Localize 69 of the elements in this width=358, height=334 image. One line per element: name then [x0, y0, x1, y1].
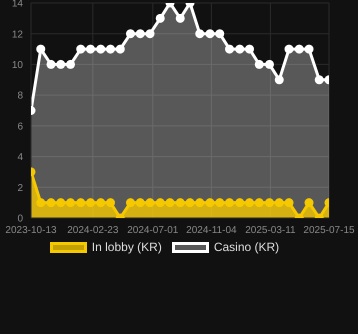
point — [274, 198, 284, 208]
point — [195, 29, 204, 38]
point — [245, 198, 254, 208]
point — [284, 44, 294, 54]
point — [156, 14, 165, 23]
point — [205, 29, 214, 38]
point — [225, 44, 234, 54]
point — [235, 198, 244, 208]
point — [36, 44, 46, 54]
point — [185, 198, 194, 208]
point — [254, 198, 264, 208]
y-tick-label: 6 — [17, 121, 24, 132]
point — [126, 29, 135, 38]
point — [66, 198, 76, 208]
point — [86, 44, 96, 54]
point — [36, 198, 46, 208]
point — [284, 198, 294, 208]
point — [126, 198, 135, 208]
point — [304, 198, 314, 208]
point — [156, 198, 165, 208]
point — [245, 44, 254, 54]
point — [264, 60, 274, 69]
point — [56, 198, 66, 208]
y-tick-label: 12 — [12, 29, 24, 40]
x-tick-label: 2025-07-15 — [303, 225, 356, 236]
point — [274, 75, 284, 84]
x-tick-label: 2024-11-04 — [186, 225, 238, 236]
point — [264, 198, 274, 208]
y-tick-label: 0 — [17, 214, 24, 225]
point — [136, 29, 145, 38]
point — [86, 198, 96, 208]
point — [46, 198, 56, 208]
point — [215, 29, 224, 38]
point — [176, 14, 185, 23]
point — [56, 60, 66, 69]
legend-label: Casino (KR) — [214, 240, 280, 254]
point — [314, 75, 324, 84]
point — [96, 44, 106, 54]
x-tick-label: 2024-07-01 — [127, 225, 179, 236]
point — [66, 60, 76, 69]
x-tick-label: 2024-02-23 — [67, 225, 119, 236]
y-tick-label: 4 — [17, 152, 24, 164]
legend-label: In lobby (KR) — [92, 240, 162, 254]
point — [76, 198, 86, 208]
point — [116, 44, 125, 54]
point — [76, 44, 86, 54]
point — [146, 29, 155, 38]
y-tick-label: 14 — [12, 0, 24, 10]
point — [146, 198, 155, 208]
y-tick-label: 8 — [17, 90, 24, 102]
x-tick-label: 2025-03-11 — [245, 225, 296, 236]
point — [195, 198, 204, 208]
point — [254, 60, 264, 69]
point — [46, 60, 56, 69]
point — [294, 44, 304, 54]
y-tick-label: 2 — [17, 182, 24, 194]
point — [304, 44, 314, 54]
point — [225, 198, 234, 208]
y-tick-label: 10 — [12, 60, 24, 71]
point — [176, 198, 185, 208]
point — [106, 44, 115, 54]
point — [205, 198, 214, 208]
point — [215, 198, 224, 208]
point — [96, 198, 106, 208]
point — [166, 198, 175, 208]
x-tick-label: 2023-10-13 — [5, 225, 58, 236]
point — [106, 198, 115, 208]
point — [136, 198, 145, 208]
point — [235, 44, 244, 54]
